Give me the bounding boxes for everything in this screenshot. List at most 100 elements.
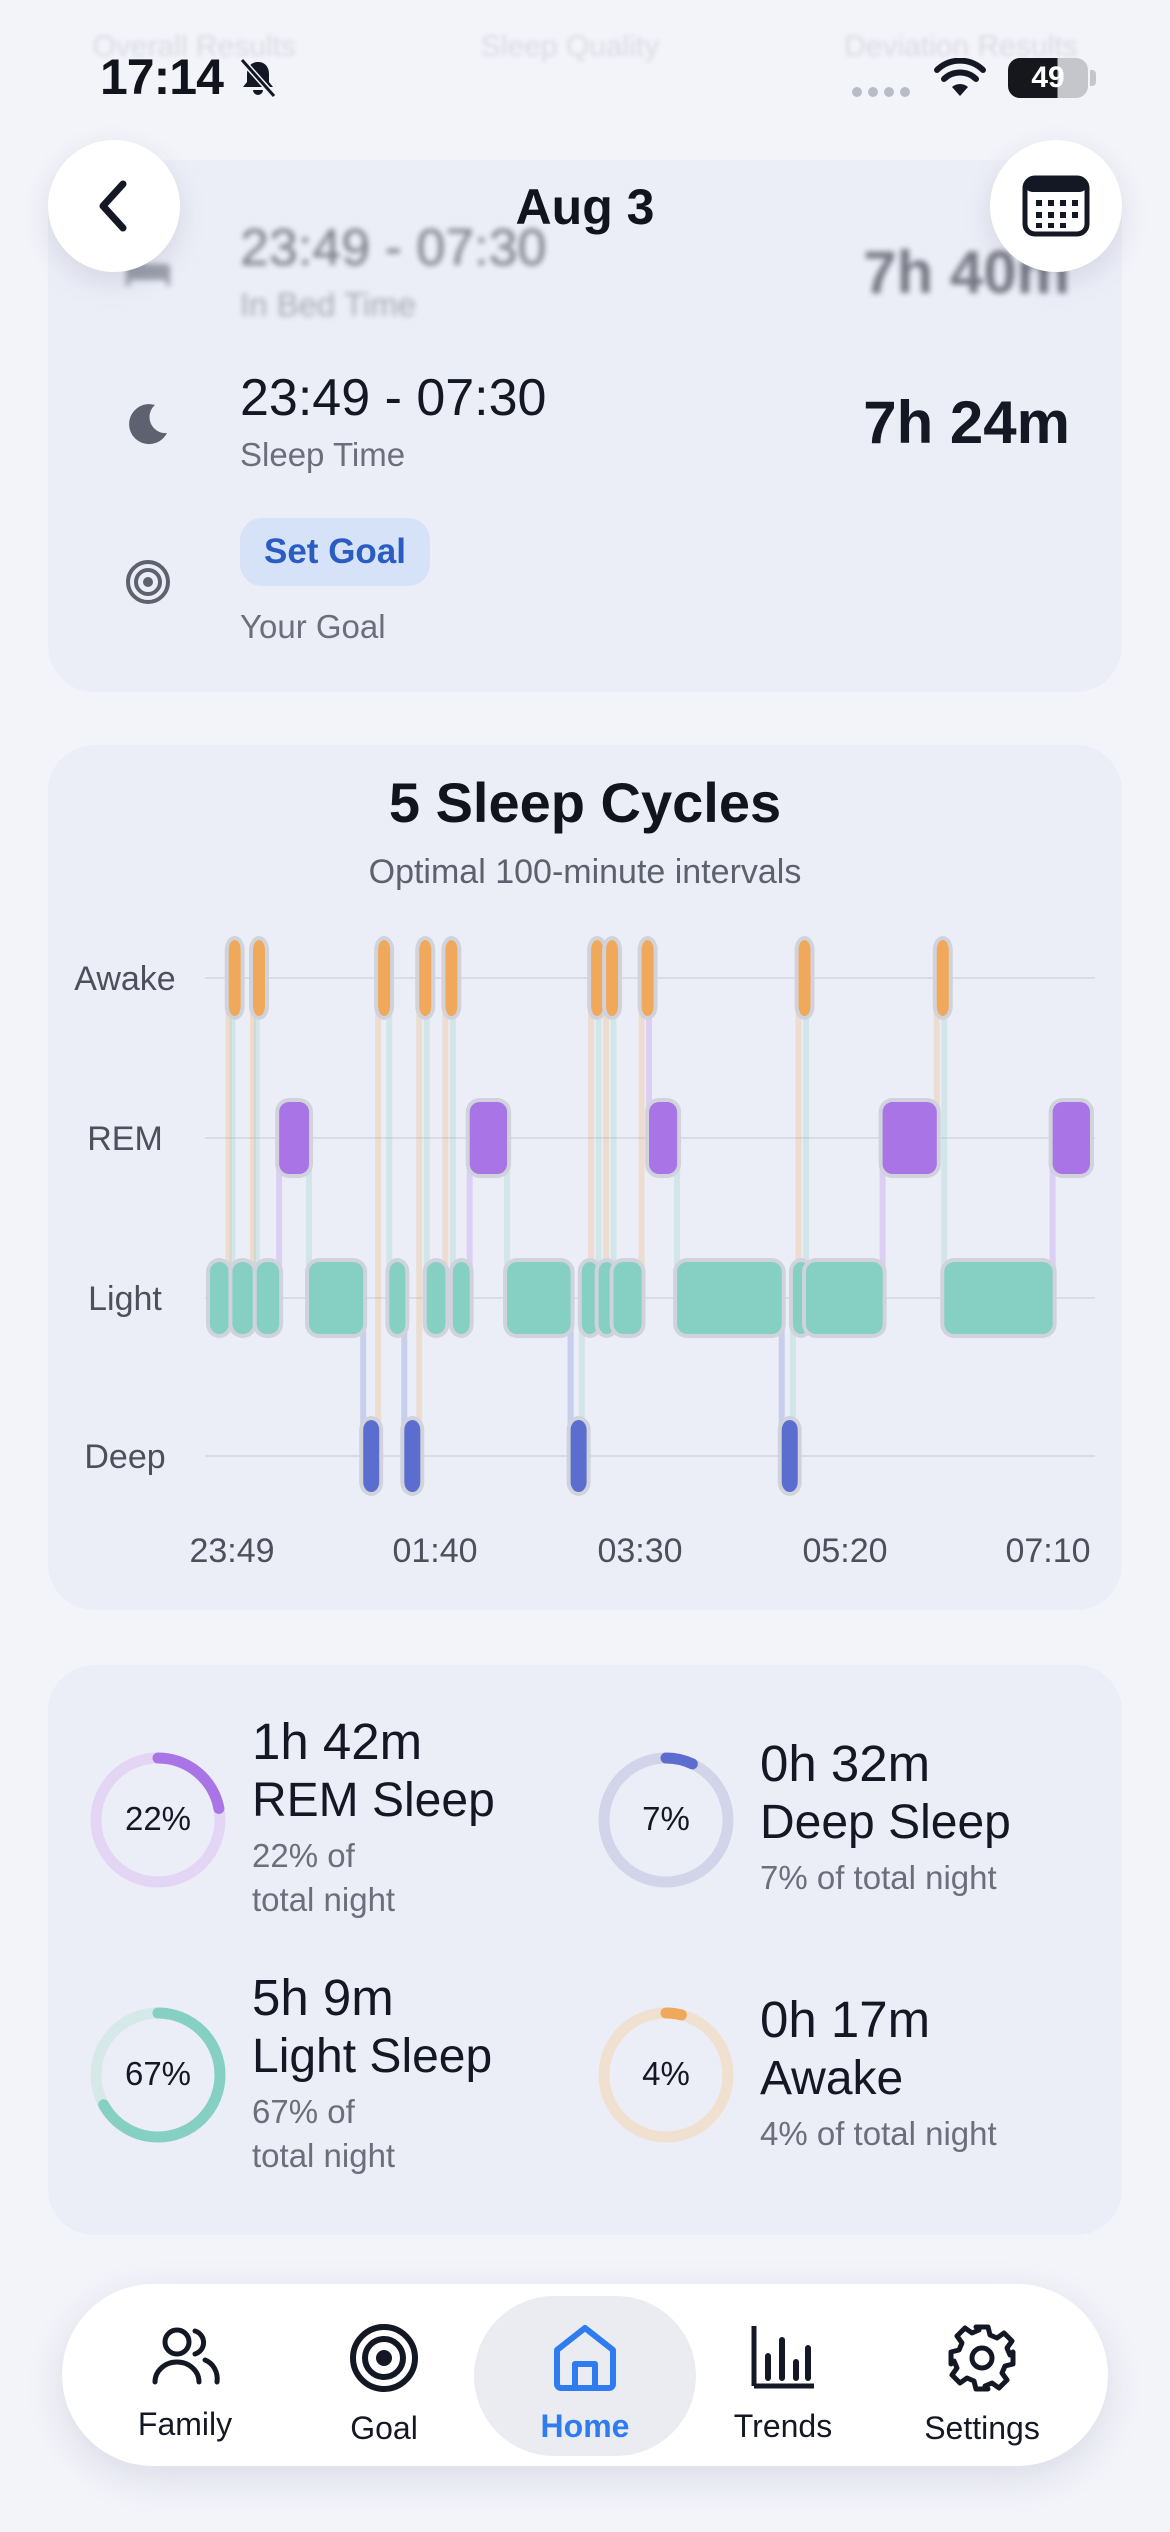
tab-family[interactable]: Family <box>85 2296 285 2456</box>
tab-label: Family <box>137 2406 233 2442</box>
page-title: Aug 3 <box>515 179 655 235</box>
percent-label: 67% <box>124 2055 192 2092</box>
bar-chart-icon <box>751 2326 814 2389</box>
stage-block-awake <box>641 940 654 1016</box>
wifi-icon <box>934 58 986 96</box>
stage-axis-label: Deep <box>84 1438 165 1476</box>
signal-dots-icon <box>852 84 916 102</box>
stage-duration: 0h 17m <box>760 1991 931 2048</box>
stage-duration: 0h 32m <box>760 1735 931 1792</box>
stage-share: 67% of <box>252 2093 355 2130</box>
faded-tab: Deviation Results <box>844 30 1078 63</box>
in-bed-label: In Bed Time <box>240 286 417 323</box>
chart-subtitle: Optimal 100-minute intervals <box>368 853 802 891</box>
faded-tab: Sleep Quality <box>480 30 660 63</box>
stage-block-awake <box>445 940 458 1016</box>
percent-label: 7% <box>642 1800 690 1837</box>
percent-label: 22% <box>124 1800 192 1837</box>
chart-title: 5 Sleep Cycles <box>388 771 782 834</box>
stage-name: REM Sleep <box>252 1774 495 1827</box>
stage-block-light <box>806 1262 883 1334</box>
stage-block-awake <box>591 940 604 1016</box>
stage-share: 7% of total night <box>760 1859 997 1896</box>
percent-label: 4% <box>642 2055 690 2092</box>
tab-settings[interactable]: Settings <box>882 2296 1082 2456</box>
x-tick-label: 01:40 <box>392 1532 477 1570</box>
in-bed-time: 23:49 - 07:30 <box>240 219 547 277</box>
stage-block-awake <box>252 940 265 1016</box>
stage-block-deep <box>570 1420 587 1492</box>
sleep-stage-chart: Awake REM Light Deep 23:49 01:40 03:30 05:20 07:… <box>74 936 1095 1570</box>
stage-stat-text: 0h 17m Awake 4% of total night <box>760 1990 997 2156</box>
stage-block-awake <box>798 940 811 1016</box>
calendar-icon <box>1022 175 1090 237</box>
bell-slash-icon <box>239 58 277 98</box>
x-tick-label: 05:20 <box>802 1532 887 1570</box>
stage-stat-text: 5h 9m Light Sleep 67% of total night <box>252 1968 492 2178</box>
stage-block-rem <box>1052 1102 1090 1174</box>
x-tick-label: 03:30 <box>597 1532 682 1570</box>
your-goal-label: Your Goal <box>240 608 386 645</box>
stage-block-deep <box>404 1420 421 1492</box>
calendar-button[interactable] <box>990 140 1122 272</box>
target-icon <box>108 542 188 622</box>
chevron-left-icon <box>99 180 127 232</box>
sleep-time: 23:49 - 07:30 <box>240 369 547 427</box>
stage-share-cont: total night <box>252 1881 396 1918</box>
gear-icon <box>948 2324 1016 2392</box>
stage-block-rem <box>649 1102 678 1174</box>
faded-tab: Overall Results <box>92 30 296 63</box>
stage-stats-card <box>48 1665 1122 2235</box>
tab-label: Goal <box>350 2410 418 2446</box>
battery-indicator: 49 <box>1008 58 1088 98</box>
stage-block-rem <box>279 1102 310 1174</box>
stage-block-rem <box>882 1102 937 1174</box>
stage-block-light <box>613 1262 642 1334</box>
stage-block-light <box>426 1262 446 1334</box>
people-icon <box>152 2327 220 2385</box>
home-icon <box>554 2325 616 2391</box>
percent-ring <box>598 1752 734 1888</box>
x-tick-label: 23:49 <box>189 1532 274 1570</box>
stage-block-rem <box>469 1102 508 1174</box>
stage-share: 4% of total night <box>760 2115 997 2152</box>
tab-label: Settings <box>924 2410 1040 2446</box>
percent-ring <box>90 2007 226 2143</box>
x-tick-label: 07:10 <box>1005 1532 1090 1570</box>
percent-ring <box>598 2007 734 2143</box>
stage-block-awake <box>936 940 949 1016</box>
percent-ring <box>90 1752 226 1888</box>
stage-stat-text: 0h 32m Deep Sleep 7% of total night <box>760 1734 1011 1900</box>
stage-block-light <box>232 1262 253 1334</box>
stage-share-cont: total night <box>252 2137 396 2174</box>
sleep-summary-card <box>48 160 1122 692</box>
moon-icon <box>108 384 188 464</box>
stage-block-awake <box>606 940 619 1016</box>
stage-axis-label: REM <box>87 1120 163 1158</box>
target-icon <box>350 2324 418 2392</box>
stage-stat-text: 1h 42m REM Sleep 22% of total night <box>252 1712 495 1922</box>
tab-home[interactable]: Home <box>474 2296 696 2456</box>
stage-axis-label: Awake <box>74 960 175 998</box>
stage-block-light <box>389 1262 406 1334</box>
tab-trends[interactable]: Trends <box>683 2296 883 2456</box>
tab-goal[interactable]: Goal <box>284 2296 484 2456</box>
stage-axis-label: Light <box>88 1280 162 1318</box>
sleep-duration: 7h 24m <box>863 389 1070 456</box>
faded-header-tabs: Overall Results Sleep Quality Deviation … <box>0 30 1170 64</box>
stage-block-deep <box>781 1420 798 1492</box>
stage-block-awake <box>378 940 391 1016</box>
stage-block-light <box>944 1262 1053 1334</box>
tab-label: Trends <box>733 2408 833 2444</box>
tab-label: Home <box>540 2408 630 2444</box>
stage-name: Deep Sleep <box>760 1796 1011 1849</box>
status-time: 17:14 <box>100 49 224 105</box>
stage-duration: 1h 42m <box>252 1713 423 1770</box>
stage-block-light <box>256 1262 280 1334</box>
sleep-time-label: Sleep Time <box>240 436 406 473</box>
set-goal-button[interactable]: Set Goal <box>240 518 430 586</box>
stage-block-light <box>309 1262 364 1334</box>
stage-share: 22% of <box>252 1837 355 1874</box>
stage-name: Awake <box>760 2052 904 2105</box>
back-button[interactable] <box>48 140 180 272</box>
